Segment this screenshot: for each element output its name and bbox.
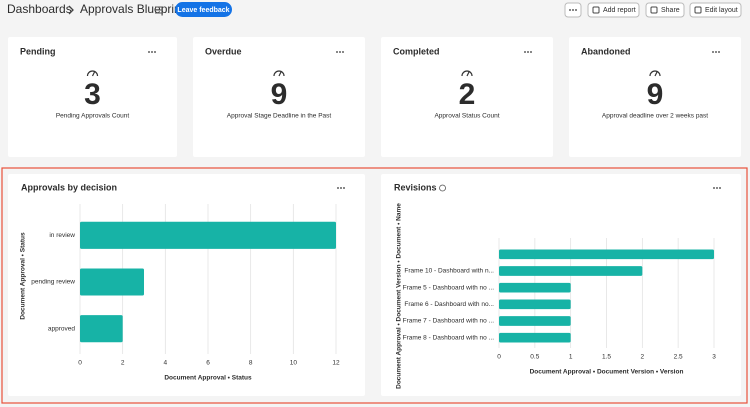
settings-icon[interactable] [155,6,163,14]
x-axis-title: Document Approval • Status [164,375,252,382]
more-dot [718,51,720,53]
more-dot [339,51,341,53]
kpi-card [381,37,553,157]
action-label: Share [661,7,680,14]
x-tick-label: 10 [290,360,298,367]
y-tick-label: Frame 6 - Dashboard with no... [404,301,494,308]
x-tick-label: 6 [206,360,210,367]
more-dot [524,51,526,53]
gauge-icon [649,70,661,77]
x-axis-title: Document Approval • Document Version • V… [530,369,684,376]
more-dot [343,187,345,189]
more-dot [148,51,150,53]
bar [80,221,336,249]
more-dot [154,51,156,53]
kpi-title: Completed [393,46,440,56]
x-tick-label: 0.5 [530,354,539,361]
kpi-caption: Pending Approvals Count [56,113,130,120]
gauge-needle [91,71,96,77]
more-dot [716,187,718,189]
action-button[interactable] [587,2,640,18]
bar [499,332,571,343]
more-dot [340,187,342,189]
chart-title: Revisions [394,182,437,192]
kpi-caption: Approval deadline over 2 weeks past [602,113,708,120]
bar [499,299,571,310]
kpi-caption: Approval Status Count [434,113,499,120]
x-tick-label: 1.5 [602,354,611,361]
gauge-needle [466,71,470,77]
more-dot [337,187,339,189]
bar [499,266,643,276]
y-tick-label: pending review [31,279,75,286]
gauge-needle [654,71,658,77]
bar [499,316,571,326]
action-button[interactable] [689,2,742,18]
more-dot [719,187,721,189]
more-dot [151,51,153,53]
more-dot [530,51,532,53]
chevron [68,5,74,15]
more-icon [569,9,577,11]
kpi-card [8,37,177,157]
y-tick-label: Frame 7 - Dashboard with no ... [403,318,495,325]
feedback-label: Leave feedback [177,7,229,14]
bar [499,249,714,260]
kpi-value: 3 [84,78,101,111]
x-tick-label: 8 [249,360,253,367]
page-title: Approvals Blueprint [80,2,185,16]
info-icon [439,184,446,192]
action-label: Add report [603,7,636,14]
bar [80,315,123,343]
kpi-title: Abandoned [581,46,631,56]
y-axis-title: Document Approval • Status [20,232,27,320]
y-tick-label: in review [49,232,75,239]
more-dot [712,51,714,53]
kpi-card [569,37,741,157]
more-dot [713,187,715,189]
y-tick-label: Frame 10 - Dashboard with n... [404,268,494,275]
more-dot [715,51,717,53]
x-tick-label: 2 [641,354,645,361]
breadcrumb[interactable]: Dashboards [7,2,72,16]
x-tick-label: 1 [569,354,573,361]
x-tick-label: 0 [78,360,82,367]
kpi-value: 9 [271,78,288,111]
more-dot [342,51,344,53]
chart-title: Approvals by decision [21,182,117,192]
gauge-needle [278,71,282,77]
x-tick-label: 3 [712,354,716,361]
kpi-value: 2 [459,78,476,111]
x-tick-label: 4 [164,360,168,367]
x-tick-label: 0 [497,354,501,361]
x-tick-label: 2 [121,360,125,367]
kpi-title: Overdue [205,46,242,56]
bar [499,282,571,293]
selection-frame [1,167,748,404]
feedback-button[interactable] [175,2,232,17]
more-dot [527,51,529,53]
y-tick-label: Frame 5 - Dashboard with no ... [403,284,495,291]
action-label: Edit layout [705,7,738,14]
y-tick-label: Frame 8 - Dashboard with no ... [403,334,495,341]
action-icon [592,6,600,14]
kpi-value: 9 [647,78,664,111]
x-tick-label: 2.5 [674,354,683,361]
kpi-card [193,37,365,157]
y-tick-label: approved [48,325,75,332]
bar [80,268,144,296]
y-axis-title: Document Approval • Document Version • D… [396,203,403,389]
more-dot [336,51,338,53]
gauge-icon [461,70,473,77]
gauge-icon [86,70,99,77]
x-tick-label: 12 [332,360,340,367]
gauge-icon [273,70,285,77]
kpi-caption: Approval Stage Deadline in the Past [227,113,332,120]
action-icon [650,6,658,14]
action-icon [694,6,702,14]
kpi-title: Pending [20,46,56,56]
